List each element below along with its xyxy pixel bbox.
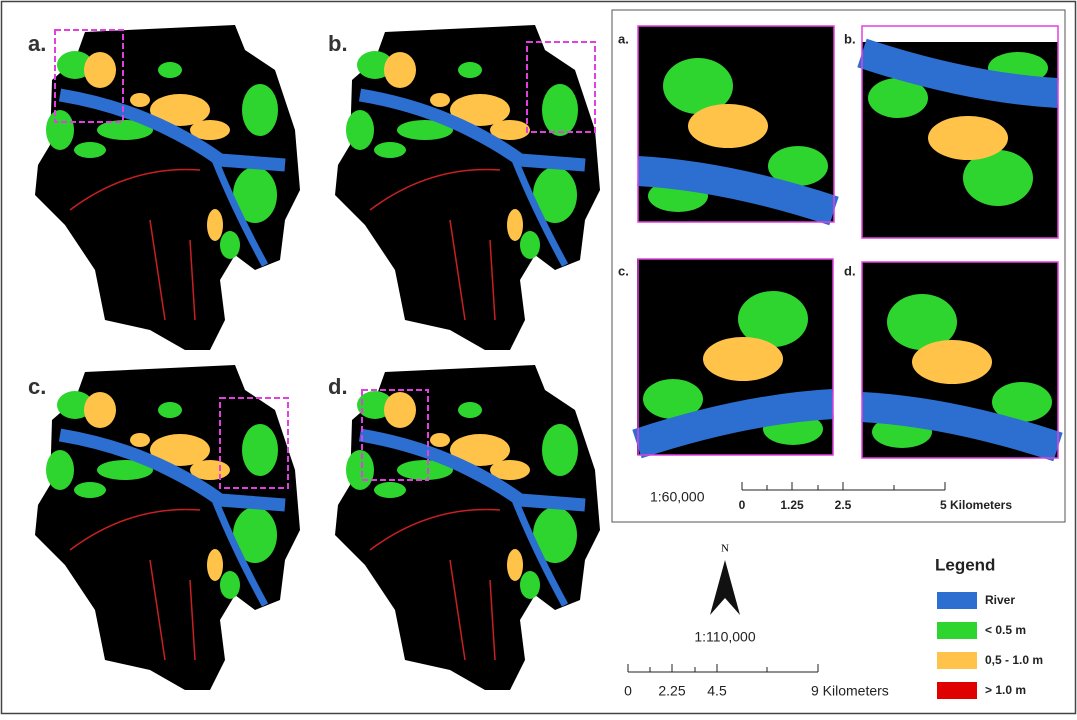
- scale-label: 0: [739, 498, 746, 512]
- inset-map: [637, 259, 833, 455]
- panel-label: a.: [28, 31, 46, 56]
- scale-label: 4.5: [707, 683, 727, 699]
- legend-item: River: [985, 593, 1015, 607]
- panel-label: c.: [28, 374, 46, 399]
- legend-swatch: [937, 622, 977, 639]
- legend-item: < 0.5 m: [985, 623, 1026, 637]
- scale-label: 9 Kilometers: [811, 683, 889, 699]
- scale-label: 0: [624, 683, 632, 699]
- scale-bar: [628, 664, 818, 672]
- figure: a. b. c. d. a. b. c. d. 1:60,000 0 1.25 …: [0, 0, 1077, 715]
- legend-swatch: [937, 682, 977, 699]
- scale-label: 1.25: [780, 498, 804, 512]
- legend-title: Legend: [935, 555, 995, 574]
- legend-item: 0,5 - 1.0 m: [985, 653, 1043, 667]
- map: [35, 25, 300, 350]
- inset-map: [862, 42, 1058, 238]
- scale-text: 1:110,000: [694, 629, 755, 645]
- legend-swatch: [937, 652, 977, 669]
- panel-label: d.: [328, 374, 348, 399]
- scale-text: 1:60,000: [650, 489, 705, 505]
- inset-label: d.: [844, 263, 856, 278]
- north-label: N: [721, 543, 729, 555]
- map: [335, 25, 600, 350]
- north-arrow: [710, 560, 740, 615]
- inset-map: [862, 262, 1058, 458]
- scale-label: 2.5: [835, 498, 852, 512]
- inset-label: a.: [618, 31, 629, 46]
- inset-label: c.: [618, 263, 629, 278]
- scale-label: 2.25: [658, 683, 685, 699]
- legend-swatch: [937, 592, 977, 609]
- map: [35, 365, 300, 690]
- scale-label: 5 Kilometers: [940, 498, 1012, 512]
- panel-label: b.: [328, 31, 348, 56]
- inset-map: [638, 26, 834, 222]
- legend-item: > 1.0 m: [985, 683, 1026, 697]
- map: [335, 365, 600, 690]
- inset-label: b.: [844, 31, 856, 46]
